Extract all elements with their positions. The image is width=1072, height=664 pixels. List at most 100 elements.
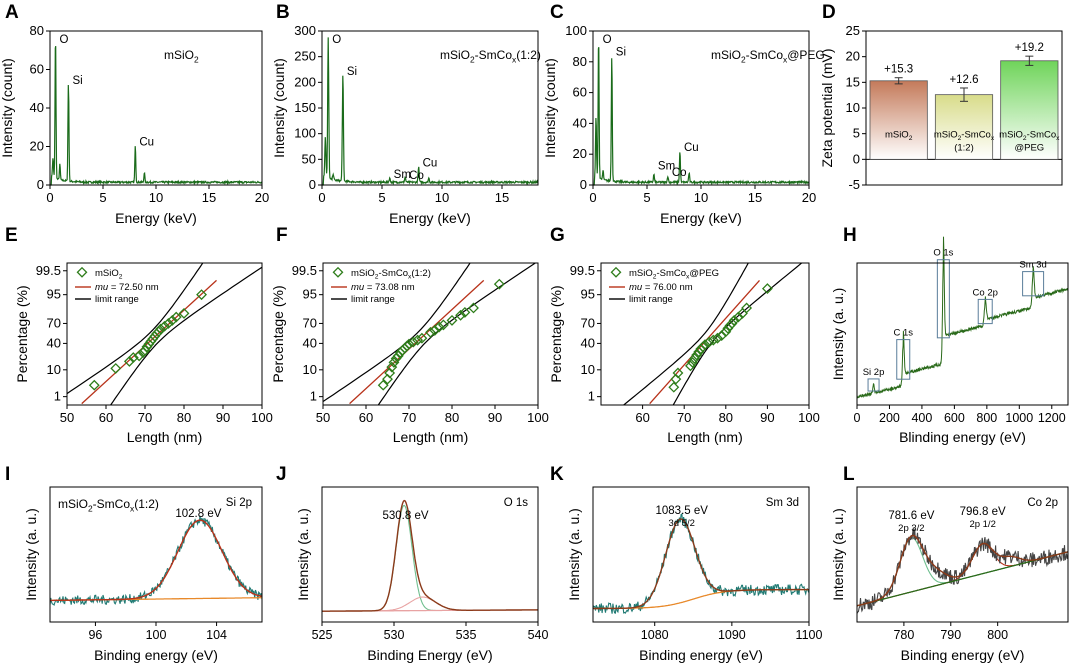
x-axis-label: Length (nm) — [667, 429, 742, 445]
raw-spectrum-line — [857, 528, 1068, 614]
y-tick-label: 70 — [47, 315, 61, 330]
peak-label-cu: Cu — [139, 136, 154, 148]
x-tick-label: 535 — [456, 628, 477, 642]
bar-value-label: +15.3 — [884, 64, 913, 76]
legend-limit: limit range — [629, 294, 673, 305]
peak-label-sm-3d: Sm 3d — [1019, 260, 1046, 271]
y-tick-label: 10 — [47, 362, 61, 377]
legend-fit: mu = 72.50 nm — [95, 282, 159, 293]
x-axis-label: Energy (keV) — [389, 210, 471, 226]
x-tick-label: 540 — [528, 628, 549, 642]
text-span: mSiO — [885, 129, 909, 140]
y-tick-label: 5 — [853, 126, 860, 141]
legend-fit: mu = 73.08 nm — [351, 282, 415, 293]
xps-survey-panel: HSi 2pC 1sO 1sCo 2pSm 3d0 200 400 600 800 100… — [830, 225, 1068, 445]
y-axis-label: Zeta potential (mV) — [819, 48, 835, 167]
text-span: -SmCo — [475, 48, 513, 62]
peak-label-si-2p: Si 2p — [863, 367, 885, 378]
text-span: (1:2) — [134, 497, 159, 511]
text-span: -SmCo — [656, 268, 686, 279]
legend-fit: mu = 76.00 nm — [629, 282, 693, 293]
baseline-curve — [593, 590, 809, 609]
text-span: 2 — [119, 274, 123, 281]
y-tick-label: 95 — [303, 287, 317, 302]
x-tick-label: 90 — [760, 410, 774, 425]
y-tick-label: 150 — [294, 100, 316, 115]
y-tick-label: 0 — [309, 177, 316, 192]
bar-value-label: +19.2 — [1015, 42, 1044, 54]
y-tick-label: 0 — [853, 151, 860, 166]
peak-label-si: Si — [616, 47, 626, 59]
peak-label-cu: Cu — [423, 158, 438, 170]
edx-spectrum-line — [593, 47, 809, 185]
peak-label-c-1s: C 1s — [893, 328, 913, 339]
legend-marker — [611, 268, 620, 277]
y-tick-label: 95 — [581, 287, 595, 302]
y-tick-label: 40 — [303, 335, 317, 350]
y-axis-label: Intensity (a. u.) — [23, 508, 39, 601]
x-tick-label: 20 — [255, 190, 269, 205]
peak-position-label: 796.8 eV — [960, 506, 1006, 518]
legend-marker — [77, 268, 86, 277]
x-tick-label: 790 — [940, 628, 961, 642]
text-span: mu — [351, 282, 365, 293]
bar-category-label-2: (1:2) — [954, 142, 974, 153]
x-tick-label: 100 — [798, 410, 820, 425]
y-tick-label: 0 — [580, 177, 587, 192]
legend-limit: limit range — [95, 294, 139, 305]
text-span: x — [1056, 135, 1060, 142]
x-tick-label: 10 — [435, 190, 449, 205]
y-tick-label: 60 — [573, 85, 587, 100]
panel-letter: D — [822, 2, 836, 23]
legend-sample: mSiO2 — [95, 268, 123, 281]
data-point — [90, 381, 99, 390]
sample-title: mSiO2 — [164, 48, 199, 64]
text-span: mSiO — [95, 268, 119, 279]
zeta-panel: D+15.3mSiO2+12.6mSiO2-SmCox(1:2)+19.2mSi… — [819, 2, 1062, 192]
x-axis-label: Binding energy (eV) — [901, 647, 1025, 663]
text-span: -SmCo — [961, 129, 991, 140]
text-span: mSiO — [440, 48, 470, 62]
peak-label-o-1s: O 1s — [933, 248, 953, 259]
plot-frame — [50, 31, 262, 185]
y-tick-label: 40 — [573, 115, 587, 130]
x-tick-label: 70 — [677, 410, 691, 425]
y-tick-label: 1 — [310, 389, 317, 404]
xps-panel-J: J 525 530 535 540 Binding Energy (eV) Intensit… — [276, 464, 548, 663]
text-span: @PEG — [689, 268, 719, 279]
y-tick-label: 99.5 — [570, 263, 595, 278]
text-span: 2 — [194, 54, 199, 64]
y-axis-label: Intensity (count) — [542, 58, 558, 158]
y-tick-label: 20 — [846, 49, 860, 64]
peak-label-o: O — [332, 34, 341, 46]
x-tick-label: 1080 — [641, 628, 669, 642]
y-axis-label: Percentage (%) — [548, 285, 564, 382]
panel-letter: B — [276, 2, 290, 23]
legend-limit: limit range — [351, 294, 395, 305]
x-tick-label: 1100 — [796, 628, 823, 642]
x-tick-label: 70 — [402, 410, 416, 425]
text-span: mSiO — [629, 268, 653, 279]
y-tick-label: 250 — [294, 49, 316, 64]
y-tick-label: 40 — [30, 100, 44, 115]
region-label: O 1s — [504, 497, 529, 509]
x-tick-label: 20 — [802, 190, 816, 205]
y-tick-label: 10 — [581, 362, 595, 377]
edx-spectrum-line — [50, 46, 262, 185]
panel-letter: L — [843, 464, 855, 485]
x-tick-label: 0 — [318, 190, 325, 205]
x-tick-label: 80 — [719, 410, 733, 425]
peak-position-label: 102.8 eV — [175, 508, 221, 520]
x-tick-label: 96 — [88, 628, 102, 642]
region-label: Si 2p — [226, 497, 252, 509]
text-span: -SmCo — [93, 497, 131, 511]
text-span: 2 — [909, 135, 913, 142]
legend-sample: mSiO2-SmCox@PEG — [629, 268, 719, 281]
x-tick-label: 530 — [384, 628, 405, 642]
y-tick-label: 95 — [47, 287, 61, 302]
y-tick-label: 99.5 — [292, 263, 317, 278]
text-span: x — [991, 135, 995, 142]
y-tick-label: 99.5 — [36, 263, 61, 278]
